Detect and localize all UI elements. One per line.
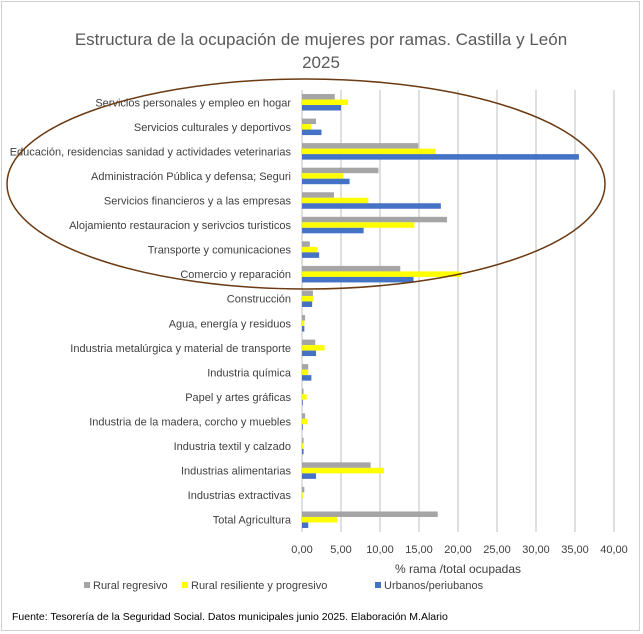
x-tick-label: 20,00 [444, 544, 472, 556]
legend-swatch [84, 582, 90, 588]
category-labels: Servicios personales y empleo en hogar Se… [10, 97, 292, 526]
bar [302, 467, 384, 474]
x-tick-label: 15,00 [405, 544, 433, 556]
x-tick-label: 25,00 [483, 544, 511, 556]
legend-label: Rural resiliente y progresivo [191, 580, 327, 592]
category-label: Industria de la madera, corcho y muebles [89, 417, 291, 429]
bar [302, 197, 369, 204]
bar [302, 326, 305, 332]
legend-label: Urbanos/periubanos [384, 580, 484, 592]
x-tick-labels: 0,00 5,00 10,00 15,00 20,00 25,00 30,00 35,00 40… [291, 544, 627, 556]
category-label: Educación, residencias sanidad y activid… [10, 146, 292, 158]
source-note: Fuente: Tesorería de la Seguridad Social… [12, 611, 448, 623]
x-axis-title: % rama /total ocupadas [395, 562, 521, 576]
bar [302, 492, 303, 498]
bar [302, 424, 303, 430]
bar [302, 511, 438, 517]
bar [302, 413, 306, 419]
bar [302, 473, 317, 479]
chart-title-line2: 2025 [302, 53, 340, 72]
category-label: Total Agricultura [213, 515, 292, 527]
bar [302, 252, 320, 258]
x-tick-label: 0,00 [291, 544, 312, 556]
bar [302, 227, 364, 234]
category-label: Comercio y reparación [180, 269, 291, 281]
bar [302, 192, 334, 198]
category-label: Administración Pública y defensa; Seguri [91, 171, 291, 183]
bar [302, 271, 462, 277]
category-label: Industrias alimentarias [181, 466, 292, 478]
bar [302, 124, 312, 130]
bar [302, 394, 307, 400]
bar [302, 345, 325, 351]
category-label: Servicios personales y empleo en hogar [95, 97, 291, 109]
bar [302, 369, 309, 376]
bar [302, 94, 335, 100]
category-label: Agua, energía y residuos [169, 318, 292, 330]
category-label: Industria metalúrgica y material de tran… [70, 343, 291, 355]
category-label: Construcción [227, 294, 291, 306]
category-label: Transporte y comunicaciones [148, 245, 292, 257]
bar [302, 178, 350, 185]
category-label: Alojamiento restauracion y serivcios tur… [69, 220, 291, 232]
bar [302, 418, 308, 425]
x-tick-label: 10,00 [366, 544, 394, 556]
bar [302, 301, 313, 307]
legend-label: Rural regresivo [93, 580, 168, 592]
bar [302, 99, 349, 106]
bar [302, 148, 436, 155]
bar [302, 448, 304, 455]
x-tick-label: 35,00 [561, 544, 589, 556]
x-tick-label: 5,00 [330, 544, 351, 556]
chart-title-line1: Estructura de la ocupación de mujeres po… [75, 30, 567, 49]
bar [302, 462, 371, 468]
bar [302, 350, 317, 357]
bar [302, 364, 309, 370]
bar [302, 246, 318, 253]
bar [302, 143, 419, 149]
bar [302, 320, 305, 327]
bar [302, 437, 304, 444]
bars [302, 94, 579, 528]
bar [302, 399, 303, 406]
bar [302, 516, 338, 523]
bar [302, 295, 313, 302]
highlight-ellipse [6, 78, 606, 290]
bar [302, 339, 316, 346]
bar [302, 203, 441, 209]
bar [302, 173, 344, 179]
x-tick-label: 30,00 [522, 544, 550, 556]
bar [302, 375, 312, 381]
bar [302, 105, 341, 111]
category-label: Papel y artes gráficas [185, 392, 291, 404]
bar [302, 241, 310, 247]
bar [302, 276, 414, 283]
legend-swatch [375, 582, 381, 588]
bar [302, 129, 322, 136]
x-tick-label: 40,00 [600, 544, 628, 556]
category-label: Servicios culturales y deportivos [134, 122, 292, 134]
bar [302, 265, 401, 272]
bar [302, 522, 309, 528]
bar [302, 388, 304, 395]
bar [302, 118, 317, 125]
bar [302, 154, 579, 160]
category-label: Industrias extractivas [188, 490, 292, 502]
legend-swatch [182, 582, 188, 588]
bar [302, 222, 415, 228]
gridlines [301, 90, 615, 532]
bar [302, 167, 379, 174]
bar [302, 290, 313, 296]
category-label: Industria química [207, 367, 292, 379]
bar [302, 443, 304, 449]
bar [302, 216, 448, 223]
bar [302, 486, 305, 493]
legend: Rural regresivo Rural resiliente y progre… [84, 580, 484, 592]
category-label: Servicios financieros y a las empresas [104, 196, 292, 208]
bar [302, 315, 306, 321]
category-label: Industria textil y calzado [174, 441, 291, 453]
